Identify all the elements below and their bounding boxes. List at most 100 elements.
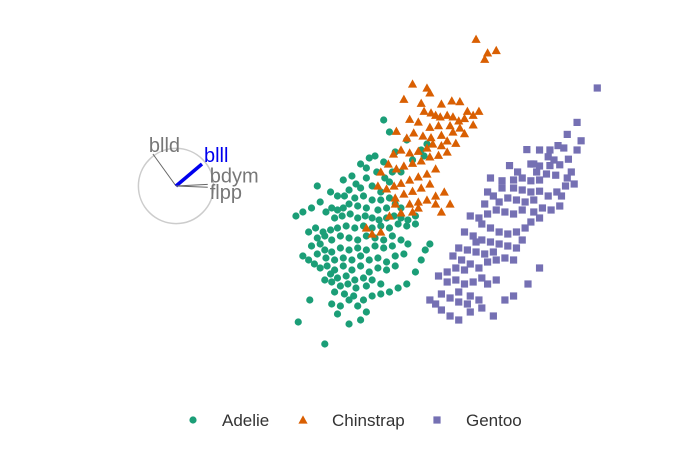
data-point-gentoo xyxy=(527,177,535,185)
data-point-chinstrap xyxy=(442,147,452,156)
data-point-adelie xyxy=(368,224,376,232)
legend-label-chinstrap: Chinstrap xyxy=(332,411,405,430)
data-point-gentoo xyxy=(469,232,477,240)
data-point-gentoo xyxy=(524,280,532,288)
data-point-chinstrap xyxy=(405,114,415,123)
data-point-chinstrap xyxy=(459,129,470,138)
data-point-adelie xyxy=(362,308,370,316)
data-point-chinstrap xyxy=(422,143,432,152)
data-point-adelie xyxy=(294,318,302,326)
data-point-adelie xyxy=(377,196,385,204)
data-point-gentoo xyxy=(460,266,469,274)
data-point-chinstrap xyxy=(407,207,418,216)
data-point-gentoo xyxy=(426,296,434,304)
data-point-chinstrap xyxy=(373,181,383,190)
data-point-chinstrap xyxy=(416,156,426,165)
projection-axis-blld xyxy=(152,153,177,187)
data-point-chinstrap xyxy=(389,181,399,190)
data-point-gentoo xyxy=(489,192,497,200)
data-point-adelie xyxy=(306,296,314,304)
data-point-chinstrap xyxy=(388,149,399,158)
data-point-adelie xyxy=(339,204,347,212)
data-point-gentoo xyxy=(446,294,454,302)
data-point-adelie xyxy=(328,204,336,212)
data-point-gentoo xyxy=(443,278,451,286)
data-point-adelie xyxy=(385,288,394,296)
data-point-gentoo xyxy=(469,278,477,286)
data-point-gentoo xyxy=(527,218,535,226)
data-point-adelie xyxy=(328,248,336,256)
data-point-chinstrap xyxy=(436,130,447,139)
data-point-chinstrap xyxy=(399,189,409,198)
data-point-chinstrap xyxy=(376,167,386,176)
data-point-chinstrap xyxy=(422,169,432,178)
data-point-adelie xyxy=(328,300,336,308)
data-point-gentoo xyxy=(518,236,526,244)
data-point-adelie xyxy=(397,204,405,212)
data-point-gentoo xyxy=(478,220,486,228)
data-point-gentoo xyxy=(518,206,526,214)
legend-label-gentoo: Gentoo xyxy=(466,411,522,430)
data-point-chinstrap xyxy=(405,199,415,208)
data-point-gentoo xyxy=(492,276,500,284)
data-point-chinstrap xyxy=(431,199,441,208)
data-point-adelie xyxy=(292,212,300,220)
data-point-adelie xyxy=(333,310,342,318)
data-point-chinstrap xyxy=(425,88,435,97)
data-point-gentoo xyxy=(544,192,552,200)
data-point-adelie xyxy=(313,182,321,190)
data-point-gentoo xyxy=(495,198,503,206)
data-point-chinstrap xyxy=(396,208,406,217)
data-point-adelie xyxy=(351,276,359,284)
data-point-adelie xyxy=(322,254,330,262)
data-point-chinstrap xyxy=(399,161,409,170)
data-point-adelie xyxy=(339,254,347,262)
data-point-adelie xyxy=(362,246,370,254)
data-point-gentoo xyxy=(466,308,474,316)
data-point-chinstrap xyxy=(418,131,428,140)
data-point-gentoo xyxy=(512,228,521,236)
data-point-chinstrap xyxy=(425,179,435,188)
data-point-adelie xyxy=(362,282,370,290)
data-point-gentoo xyxy=(486,174,495,182)
projection-circle xyxy=(137,147,215,225)
data-point-adelie xyxy=(345,186,353,194)
projection-axis-label-blld: blld xyxy=(149,135,180,157)
data-point-chinstrap xyxy=(391,164,401,173)
data-point-chinstrap xyxy=(474,106,484,115)
data-point-adelie xyxy=(333,224,342,232)
series-gentoo xyxy=(426,84,601,324)
data-point-chinstrap xyxy=(407,158,418,167)
data-point-gentoo xyxy=(460,228,469,236)
data-point-gentoo xyxy=(593,84,601,92)
data-point-chinstrap xyxy=(448,127,458,136)
data-point-adelie xyxy=(375,216,383,224)
data-point-gentoo xyxy=(527,188,535,196)
data-point-adelie xyxy=(354,214,362,222)
data-point-adelie xyxy=(365,154,373,162)
data-point-gentoo xyxy=(577,137,585,145)
data-point-adelie xyxy=(361,212,369,220)
data-point-gentoo xyxy=(546,162,554,170)
data-point-adelie xyxy=(362,164,370,172)
data-point-adelie xyxy=(313,234,321,242)
data-point-gentoo xyxy=(556,202,564,210)
data-point-adelie xyxy=(368,214,376,222)
data-point-gentoo xyxy=(557,192,566,200)
data-point-adelie xyxy=(380,116,388,124)
data-point-chinstrap xyxy=(425,152,435,161)
data-point-adelie xyxy=(346,210,354,218)
data-point-adelie xyxy=(377,188,385,196)
data-point-adelie xyxy=(374,206,382,214)
data-point-chinstrap xyxy=(447,96,457,105)
data-point-gentoo xyxy=(475,296,483,304)
data-point-gentoo xyxy=(518,186,526,194)
data-point-gentoo xyxy=(533,168,541,176)
data-point-adelie xyxy=(394,284,402,292)
data-point-adelie xyxy=(333,206,342,214)
data-point-adelie xyxy=(365,268,373,276)
data-point-adelie xyxy=(336,302,344,310)
data-point-adelie xyxy=(316,240,324,248)
